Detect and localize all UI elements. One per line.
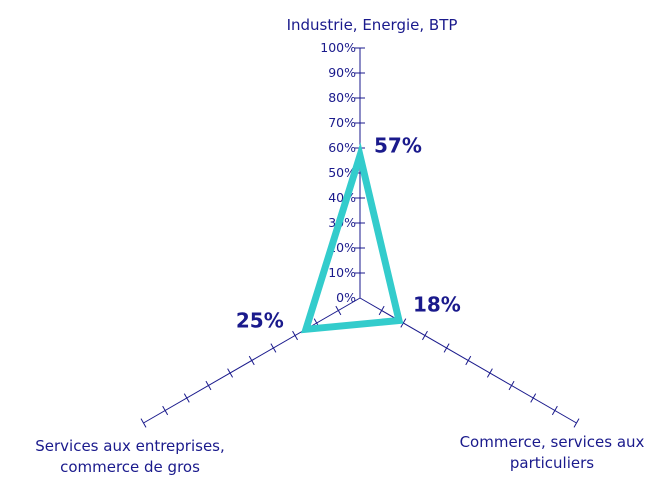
category-label-line: Commerce, services aux xyxy=(460,433,645,451)
series-polygon xyxy=(300,142,404,334)
data-labels: 57% 18% 25% xyxy=(236,134,461,333)
category-labels: Industrie, Energie, BTP Commerce, service… xyxy=(35,16,644,476)
radial-tick-label: 90% xyxy=(328,65,356,80)
axis-tick xyxy=(486,368,493,378)
axis-tick xyxy=(551,405,558,416)
radar-ticks xyxy=(140,47,580,428)
data-label-3: 25% xyxy=(236,308,284,332)
axis-tick xyxy=(400,318,407,328)
radial-tick-label: 80% xyxy=(328,90,356,105)
radial-tick-label: 60% xyxy=(328,140,356,155)
axis-tick xyxy=(140,418,147,428)
series-layer xyxy=(300,142,404,334)
axis-tick xyxy=(292,330,298,341)
category-label-3: Services aux entreprises, commerce de gro… xyxy=(35,437,225,476)
radial-tick-label: 0% xyxy=(336,290,356,305)
data-label-2: 18% xyxy=(413,293,461,317)
axis-tick xyxy=(422,330,428,341)
category-label-2: Commerce, services aux particuliers xyxy=(460,433,645,472)
category-label-line: Industrie, Energie, BTP xyxy=(287,16,458,34)
category-label-line: commerce de gros xyxy=(60,458,200,476)
axis-tick xyxy=(270,343,277,353)
axis-tick xyxy=(183,393,190,403)
axis-tick xyxy=(227,368,234,378)
radial-tick-label: 10% xyxy=(328,265,356,280)
axis-tick xyxy=(443,343,450,353)
category-label-1: Industrie, Energie, BTP xyxy=(287,16,458,34)
axis-tick xyxy=(335,305,342,316)
axis-tick xyxy=(248,355,255,366)
axis-tick xyxy=(530,393,537,403)
axis-tick xyxy=(162,405,169,416)
category-label-line: Services aux entreprises, xyxy=(35,437,225,455)
category-label-line: particuliers xyxy=(510,454,594,472)
radial-tick-label: 50% xyxy=(328,165,356,180)
axis-tick xyxy=(573,418,580,428)
data-label-1: 57% xyxy=(374,134,422,158)
axis-tick xyxy=(205,380,212,391)
radar-axes xyxy=(143,48,577,424)
radial-tick-label: 70% xyxy=(328,115,356,130)
axis-tick xyxy=(378,305,385,316)
radial-tick-label: 100% xyxy=(320,40,356,55)
axis-tick xyxy=(465,355,472,366)
axis-tick xyxy=(508,380,515,391)
